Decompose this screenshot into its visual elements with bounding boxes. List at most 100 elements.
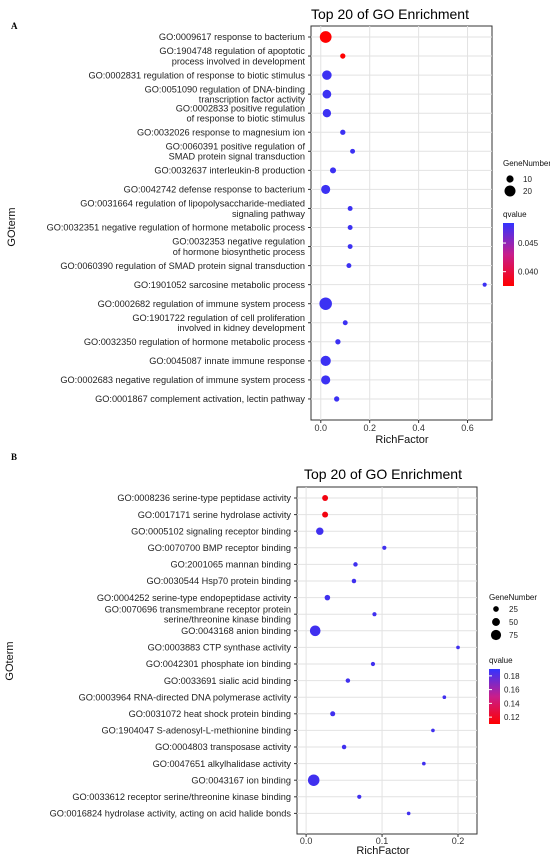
panel-a-go-term-label: of hormone biosynthetic process [173, 247, 306, 257]
panel-b-size-legend-dot [490, 629, 502, 641]
panel-a-go-term-label: GO:0060391 positive regulation of [166, 141, 306, 151]
panel-a-go-term-label: GO:0009617 response to bacterium [159, 32, 305, 42]
panel-a-data-point [346, 263, 352, 269]
panel-a-go-term-label: GO:0002682 regulation of immune system p… [98, 299, 306, 309]
panel-a-go-term-label: GO:1901722 regulation of cell proliferat… [132, 313, 305, 323]
panel-a-data-point [334, 396, 340, 402]
panel-a-go-term-label: GO:0051090 regulation of DNA-binding [145, 84, 305, 94]
panel-a-data-point [340, 129, 346, 135]
panel-a-data-point [350, 148, 356, 154]
panel-a-size-legend-title: GeneNumber [503, 159, 550, 168]
panel-b-data-point [357, 794, 362, 799]
panel-a-data-point [321, 184, 331, 194]
panel-b-go-term-label: GO:0004252 serine-type endopeptidase act… [97, 593, 291, 603]
panel-a-data-point [320, 355, 331, 366]
panel-b-go-term-label: GO:0003883 CTP synthase activity [148, 643, 292, 653]
panel-b-tag: B [11, 452, 17, 462]
panel-b-go-term-label: GO:2001065 mannan binding [170, 560, 291, 570]
panel-a-go-term-label: signaling pathway [232, 209, 305, 219]
panel-b-data-point [316, 527, 324, 535]
panel-a-x-tick-label: 0.0 [315, 423, 328, 433]
panel-a-size-legend-dot [506, 175, 514, 183]
panel-b-data-point [422, 761, 426, 766]
panel-b-colorbar-label: 0.18 [504, 672, 520, 681]
panel-a-data-point [321, 375, 331, 385]
panel-a-data-point [319, 297, 332, 310]
panel-b-data-point [307, 774, 320, 786]
panel-b-go-term-label: GO:0033612 receptor serine/threonine kin… [72, 792, 291, 802]
panel-a-go-term-label: process involved in development [172, 56, 306, 66]
panel-b-data-point [372, 612, 377, 617]
panel-b-x-tick-label: 0.2 [452, 836, 465, 846]
panel-b-data-point [353, 562, 358, 567]
panel-a-go-term-label: GO:0032026 response to magnesium ion [137, 127, 305, 137]
panel-a-data-point [347, 225, 353, 230]
panel-b-go-term-label: GO:0016824 hydrolase activity, acting on… [50, 809, 292, 819]
panel-b-data-point [322, 495, 329, 501]
panel-a-data-point [322, 109, 332, 118]
panel-a-go-term-label: involved in kidney development [177, 323, 305, 333]
panel-a-size-legend-label: 20 [523, 187, 532, 196]
panel-a-go-term-label: GO:0032353 negative regulation [172, 237, 305, 247]
panel-b-color-bar [489, 669, 500, 724]
panel-a-colorbar-label: 0.040 [518, 268, 539, 277]
panel-a-go-term-label: GO:0001867 complement activation, lectin… [95, 394, 305, 404]
panel-a-go-term-label: SMAD protein signal transduction [169, 152, 305, 162]
panel-a-data-point [322, 70, 332, 80]
panel-a-legend: 10 20 0.045 0.040 [503, 175, 539, 277]
panel-b-data-point [322, 511, 329, 518]
panel-b-data-point [406, 811, 411, 816]
panel-b-color-legend-title: qvalue [489, 656, 513, 665]
panel-b-size-legend-label: 50 [509, 618, 518, 627]
panel-a-go-term-label: transcription factor activity [199, 94, 306, 104]
panel-b-go-term-label: GO:0005102 signaling receptor binding [131, 526, 291, 536]
panel-a-data-point [319, 31, 332, 43]
panel-b-colorbar-label: 0.14 [504, 699, 520, 708]
panel-b-go-term-label: serine/threonine kinase binding [164, 615, 291, 625]
panel-a-title: Top 20 of GO Enrichment [311, 6, 469, 22]
panel-b-size-legend-title: GeneNumber [489, 593, 537, 602]
panel-a-color-bar [503, 223, 514, 286]
panel-a-go-term-label: GO:0032351 negative regulation of hormon… [47, 223, 306, 233]
panel-b-x-axis-title: RichFactor [356, 845, 410, 857]
panel-a-data-point [335, 339, 341, 345]
panel-a-data-point [347, 205, 353, 211]
panel-b-legend: 25 50 75 0.18 0.16 0.14 0.12 [489, 605, 520, 722]
panel-b-data-point [382, 545, 387, 550]
panel-a-data-point [340, 53, 346, 59]
panel-a-color-legend-title: qvalue [503, 210, 527, 219]
panel-b-go-term-label: GO:0030544 Hsp70 protein binding [146, 576, 291, 586]
panel-b-x-tick-label: 0.1 [376, 836, 389, 846]
panel-b-data-point [341, 744, 347, 750]
panel-a-plot-area [310, 25, 493, 421]
panel-a-go-term-label: GO:0002683 negative regulation of immune… [60, 375, 305, 385]
panel-b-data-point [351, 578, 357, 584]
panel-b-go-term-label: GO:0008236 serine-type peptidase activit… [117, 493, 291, 503]
panel-b-data-point [309, 625, 321, 637]
panel-a-data-point [342, 320, 348, 326]
panel-b-colorbar-label: 0.16 [504, 686, 520, 695]
panel-b-plot: 0.0 0.1 0.2 GO:0008236 serine-type peptidas… [50, 487, 477, 846]
panel-a-x-axis-title: RichFactor [375, 434, 429, 446]
panel-b-y-axis-title: GOterm [4, 641, 16, 680]
panel-b-size-legend-dot [492, 618, 500, 626]
panel-a-data-point [482, 282, 487, 287]
panel-b-x-tick-label: 0.0 [300, 836, 313, 846]
panel-b-go-term-label: GO:0043167 ion binding [191, 775, 291, 785]
panel-b-go-term-label: GO:1904047 S-adenosyl-L-methionine bindi… [102, 726, 292, 736]
panel-b-go-term-label: GO:0070700 BMP receptor binding [148, 543, 291, 553]
panel-b-go-term-label: GO:0004803 transposase activity [155, 742, 291, 752]
panel-b-data-point [345, 678, 351, 683]
panel-b-go-term-label: GO:0043168 anion binding [181, 626, 291, 636]
panel-a-data-point [347, 244, 353, 250]
panel-b-size-legend-label: 25 [509, 605, 518, 614]
panel-b-data-point [442, 695, 447, 700]
panel-b-colorbar-label: 0.12 [504, 713, 520, 722]
panel-b-size-legend-label: 75 [509, 631, 518, 640]
panel-a-y-axis-title: GOterm [6, 207, 18, 246]
panel-b-data-point [431, 728, 435, 733]
panel-a-go-term-label: GO:0045087 innate immune response [149, 356, 305, 366]
panel-a-size-legend-dot [504, 185, 516, 197]
panel-b-go-term-label: GO:0033691 sialic acid binding [164, 676, 291, 686]
panel-b-go-term-label: GO:0070696 transmembrane receptor protei… [105, 604, 291, 614]
